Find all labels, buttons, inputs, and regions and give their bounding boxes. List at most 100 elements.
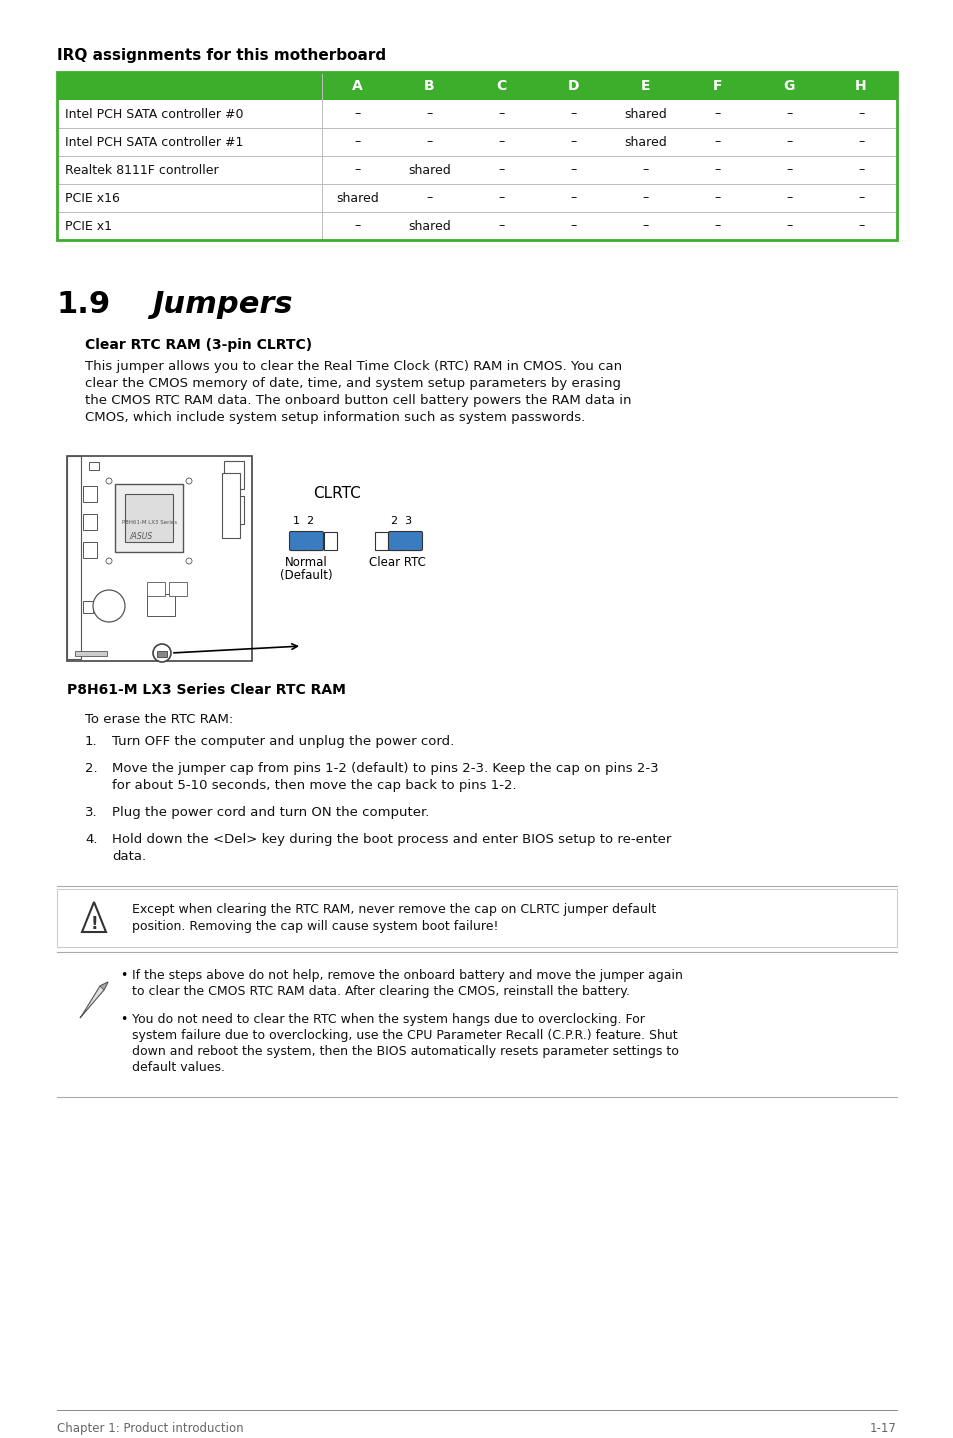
Bar [147, 582, 165, 595]
Circle shape [106, 477, 112, 485]
Text: for about 5-10 seconds, then move the cap back to pins 1-2.: for about 5-10 seconds, then move the ca… [112, 779, 517, 792]
Bar [57, 184, 896, 211]
Text: C: C [496, 79, 506, 93]
Text: H: H [854, 79, 866, 93]
Bar [83, 513, 97, 531]
Text: –: – [641, 191, 648, 204]
Text: To erase the RTC RAM:: To erase the RTC RAM: [85, 713, 233, 726]
Text: –: – [641, 164, 648, 177]
Text: position. Removing the cap will cause system boot failure!: position. Removing the cap will cause sy… [132, 920, 498, 933]
Bar [83, 542, 97, 558]
Text: –: – [713, 220, 720, 233]
Text: data.: data. [112, 850, 146, 863]
Bar [57, 72, 896, 101]
Text: IRQ assignments for this motherboard: IRQ assignments for this motherboard [57, 47, 386, 63]
Text: 2  3: 2 3 [391, 516, 412, 526]
Text: P8H61-M LX3 Series Clear RTC RAM: P8H61-M LX3 Series Clear RTC RAM [67, 683, 346, 697]
Text: Intel PCH SATA controller #0: Intel PCH SATA controller #0 [65, 108, 243, 121]
Text: –: – [570, 164, 576, 177]
Text: •: • [120, 1012, 128, 1025]
Text: –: – [857, 164, 863, 177]
Bar [224, 496, 244, 523]
Bar [57, 889, 896, 948]
Circle shape [152, 644, 171, 661]
Text: 2.: 2. [85, 762, 97, 775]
Text: Normal: Normal [285, 557, 328, 569]
Text: –: – [355, 164, 360, 177]
Text: –: – [570, 191, 576, 204]
Bar [67, 456, 252, 661]
Text: default values.: default values. [132, 1061, 225, 1074]
Text: CMOS, which include system setup information such as system passwords.: CMOS, which include system setup informa… [85, 411, 584, 424]
Text: –: – [355, 220, 360, 233]
Text: –: – [857, 135, 863, 148]
FancyBboxPatch shape [388, 532, 422, 551]
Bar [375, 532, 388, 549]
Polygon shape [82, 902, 106, 932]
Circle shape [92, 590, 125, 623]
Text: –: – [497, 220, 504, 233]
FancyBboxPatch shape [289, 532, 323, 551]
Text: –: – [713, 191, 720, 204]
Text: PCIE x16: PCIE x16 [65, 191, 120, 204]
Bar [83, 601, 92, 613]
Text: –: – [713, 108, 720, 121]
Text: You do not need to clear the RTC when the system hangs due to overclocking. For: You do not need to clear the RTC when th… [132, 1012, 644, 1025]
Text: clear the CMOS memory of date, time, and system setup parameters by erasing: clear the CMOS memory of date, time, and… [85, 377, 620, 390]
Text: If the steps above do not help, remove the onboard battery and move the jumper a: If the steps above do not help, remove t… [132, 969, 682, 982]
Text: E: E [639, 79, 649, 93]
Text: This jumper allows you to clear the Real Time Clock (RTC) RAM in CMOS. You can: This jumper allows you to clear the Real… [85, 360, 621, 372]
Text: 3.: 3. [85, 807, 97, 820]
Bar [147, 594, 174, 615]
Bar [391, 532, 403, 549]
Text: –: – [857, 191, 863, 204]
Text: F: F [712, 79, 721, 93]
Bar [115, 485, 183, 552]
Text: Intel PCH SATA controller #1: Intel PCH SATA controller #1 [65, 135, 243, 148]
Text: CLRTC: CLRTC [313, 486, 360, 500]
Text: down and reboot the system, then the BIOS automatically resets parameter setting: down and reboot the system, then the BIO… [132, 1045, 679, 1058]
Circle shape [106, 558, 112, 564]
Text: PCIE x1: PCIE x1 [65, 220, 112, 233]
Bar [125, 495, 172, 542]
Text: shared: shared [408, 220, 451, 233]
Text: –: – [713, 164, 720, 177]
Text: Clear RTC RAM (3-pin CLRTC): Clear RTC RAM (3-pin CLRTC) [85, 338, 312, 352]
Text: 4.: 4. [85, 833, 97, 846]
Text: –: – [641, 220, 648, 233]
Text: Hold down the <Del> key during the boot process and enter BIOS setup to re-enter: Hold down the <Del> key during the boot … [112, 833, 671, 846]
Bar [57, 128, 896, 155]
Text: Except when clearing the RTC RAM, never remove the cap on CLRTC jumper default: Except when clearing the RTC RAM, never … [132, 903, 656, 916]
Text: –: – [355, 108, 360, 121]
Bar [157, 651, 167, 657]
Text: 1-17: 1-17 [869, 1422, 896, 1435]
Text: /ASUS: /ASUS [130, 532, 153, 541]
Text: Plug the power cord and turn ON the computer.: Plug the power cord and turn ON the comp… [112, 807, 429, 820]
Text: –: – [857, 108, 863, 121]
Text: –: – [570, 220, 576, 233]
Text: –: – [785, 191, 791, 204]
Text: –: – [497, 135, 504, 148]
Text: –: – [570, 108, 576, 121]
Text: –: – [355, 135, 360, 148]
Text: (Default): (Default) [280, 569, 333, 582]
Text: –: – [497, 191, 504, 204]
Text: 1.: 1. [85, 735, 97, 748]
Text: –: – [497, 108, 504, 121]
Bar [324, 532, 336, 549]
Text: –: – [426, 135, 432, 148]
Text: –: – [497, 164, 504, 177]
Bar [57, 155, 896, 184]
Text: shared: shared [623, 135, 666, 148]
Text: the CMOS RTC RAM data. The onboard button cell battery powers the RAM data in: the CMOS RTC RAM data. The onboard butto… [85, 394, 631, 407]
Text: –: – [426, 108, 432, 121]
Text: Chapter 1: Product introduction: Chapter 1: Product introduction [57, 1422, 243, 1435]
Text: 1  2: 1 2 [293, 516, 314, 526]
Circle shape [186, 558, 192, 564]
Bar [224, 462, 244, 489]
Text: to clear the CMOS RTC RAM data. After clearing the CMOS, reinstall the battery.: to clear the CMOS RTC RAM data. After cl… [132, 985, 629, 998]
Text: Realtek 8111F controller: Realtek 8111F controller [65, 164, 218, 177]
Text: shared: shared [623, 108, 666, 121]
Bar [57, 211, 896, 240]
Text: –: – [713, 135, 720, 148]
